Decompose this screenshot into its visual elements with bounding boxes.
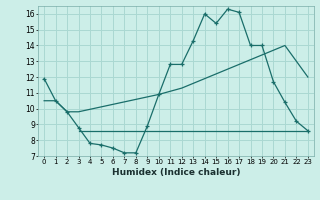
X-axis label: Humidex (Indice chaleur): Humidex (Indice chaleur) <box>112 168 240 177</box>
